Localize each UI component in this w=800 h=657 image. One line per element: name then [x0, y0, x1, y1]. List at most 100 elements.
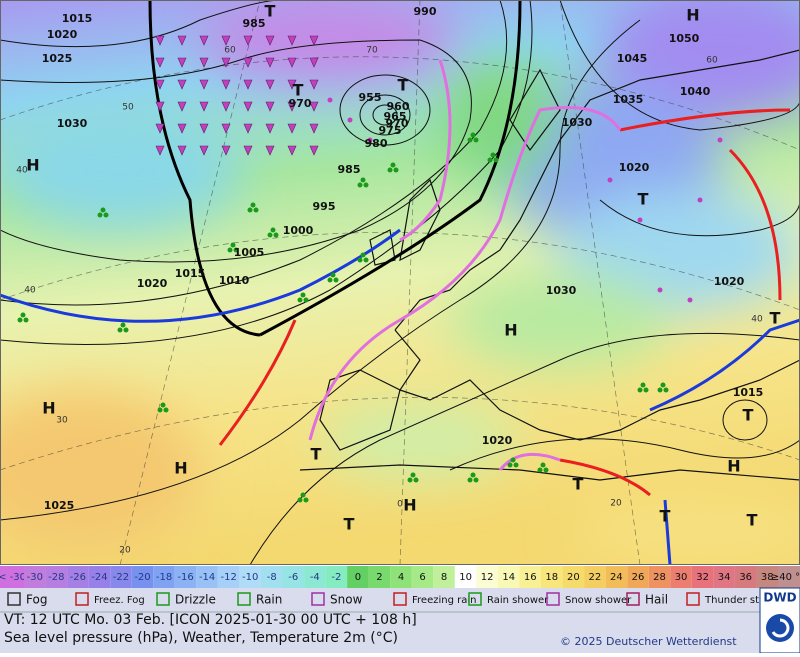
snow-shower — [309, 123, 319, 134]
scale-cell — [605, 566, 628, 588]
snow-shower — [221, 35, 231, 46]
snow-shower — [155, 145, 165, 156]
snow — [717, 137, 723, 143]
rain-dot — [660, 382, 666, 388]
scale-value: 24 — [610, 572, 623, 583]
snow-shower — [177, 145, 187, 156]
rain-dot — [663, 387, 669, 393]
snow-shower — [155, 57, 165, 68]
scale-cell — [497, 566, 520, 588]
snow — [687, 297, 693, 303]
rain-dot — [23, 317, 29, 323]
rain-dot — [227, 247, 233, 253]
temperature-label: 40 — [751, 315, 763, 325]
snow-shower — [287, 35, 297, 46]
pressure-center: T — [660, 507, 671, 526]
scale-cell — [627, 566, 649, 588]
pressure-label: 1015 — [62, 12, 93, 25]
rain-dot — [357, 182, 363, 188]
rain-dot — [513, 462, 519, 468]
rain-dot — [297, 297, 303, 303]
scale-value: 20 — [567, 572, 580, 583]
pressure-label: 1025 — [42, 52, 73, 65]
snow — [697, 197, 703, 203]
legend-bg — [0, 588, 760, 612]
rain-dot — [253, 207, 259, 213]
rain-dot — [407, 477, 413, 483]
rain-dot — [637, 387, 643, 393]
rain-dot — [97, 212, 103, 218]
scale-value: 4 — [398, 572, 404, 583]
snow-shower — [243, 145, 253, 156]
scale-above — [778, 566, 800, 588]
pressure-center: H — [686, 6, 699, 25]
copyright: © 2025 Deutscher Wetterdienst — [560, 635, 737, 648]
scale-cell — [368, 566, 391, 588]
snow-shower — [199, 101, 209, 112]
scale-cell — [713, 566, 735, 588]
pressure-center: T — [770, 309, 781, 328]
scale-cell — [67, 566, 89, 588]
scale-value: 14 — [502, 572, 515, 583]
scale-value: 2 — [376, 572, 382, 583]
valid-time: VT: 12 UTC Mo. 03 Feb. [ICON 2025-01-30 … — [4, 612, 417, 628]
legend-icon — [546, 592, 560, 606]
scale-value: -8 — [267, 572, 277, 583]
rain-dot — [303, 497, 309, 503]
scale-value: 30 — [675, 572, 688, 583]
scale-cell — [433, 566, 455, 588]
rain-dot — [273, 232, 279, 238]
pressure-label: 1025 — [44, 499, 75, 512]
rain-dot — [300, 292, 306, 298]
legend-label: Snow shower — [565, 595, 632, 606]
scale-cell — [584, 566, 606, 588]
snow-shower — [221, 101, 231, 112]
pressure-center: T — [398, 76, 409, 95]
scale-cell — [734, 566, 757, 588]
legend-icon — [237, 592, 251, 606]
snow-shower — [287, 145, 297, 156]
scale-value: -26 — [70, 572, 86, 583]
snow-shower — [287, 57, 297, 68]
footer-bg — [0, 612, 760, 653]
scale-value: 16 — [524, 572, 537, 583]
snow-shower — [287, 101, 297, 112]
snow-shower — [265, 101, 275, 112]
scale-value: -20 — [134, 572, 150, 583]
rain-dot — [327, 277, 333, 283]
rain-dot — [487, 157, 493, 163]
scale-cell — [670, 566, 692, 588]
rain-dot — [537, 467, 543, 473]
pressure-label: 960 — [387, 100, 410, 113]
scale-cell — [411, 566, 434, 588]
pressure-label: 1005 — [234, 246, 265, 259]
temperature-label: 70 — [366, 46, 378, 56]
scale-value: 10 — [459, 572, 472, 583]
scale-below-label: < -30 — [0, 572, 26, 583]
scale-cell — [110, 566, 132, 588]
rain-dot — [360, 252, 366, 258]
legend-icon — [311, 592, 325, 606]
pressure-label: 1015 — [175, 267, 206, 280]
pressure-label: 1050 — [669, 32, 700, 45]
rain-dot — [413, 477, 419, 483]
snow-shower — [243, 57, 253, 68]
legend-label: Freezing rain — [412, 595, 476, 606]
snow-shower — [287, 123, 297, 134]
rain-dot — [363, 257, 369, 263]
rain-dot — [333, 277, 339, 283]
snow-shower — [155, 79, 165, 90]
snow-shower — [243, 123, 253, 134]
rain-dot — [393, 167, 399, 173]
temperature-label: 40 — [16, 166, 28, 176]
rain-dot — [270, 227, 276, 233]
pressure-label: 1030 — [562, 116, 593, 129]
scale-value: 28 — [653, 572, 666, 583]
snow-shower — [155, 35, 165, 46]
rain-dot — [363, 182, 369, 188]
legend-icon — [7, 592, 21, 606]
pressure-label: 970 — [386, 117, 409, 130]
snow-shower — [309, 145, 319, 156]
legend-icon — [686, 592, 700, 606]
